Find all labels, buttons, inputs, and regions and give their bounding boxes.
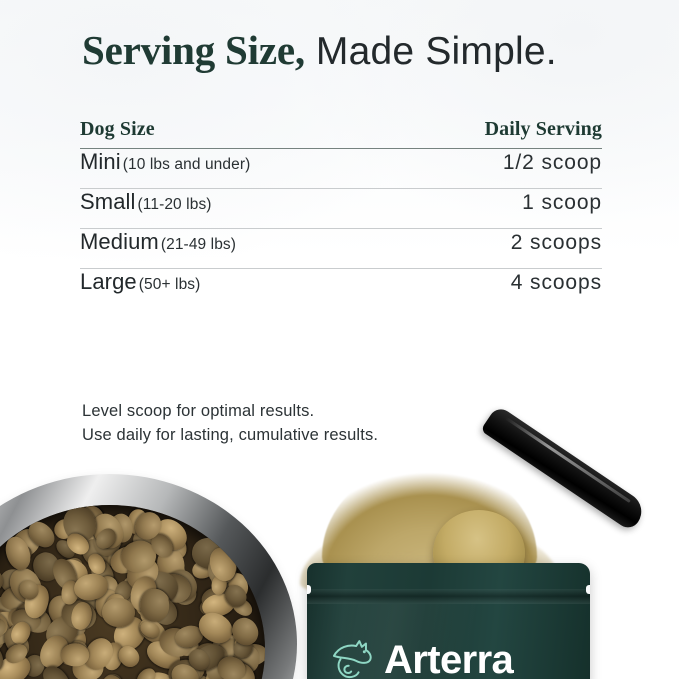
- product-photo: Arterra: [0, 400, 679, 679]
- header-divider: [80, 148, 602, 149]
- table-row: Large (50+ lbs) 4 scoops: [80, 269, 602, 308]
- row-divider: [80, 228, 602, 229]
- pouch-seal: [307, 589, 590, 604]
- row-divider: [80, 268, 602, 269]
- page-title-bold: Serving Size,: [82, 27, 305, 73]
- dog-size-cell: Small (11-20 lbs): [80, 189, 212, 215]
- pouch-tear-notch-right: [586, 585, 590, 594]
- table-row: Medium (21-49 lbs) 2 scoops: [80, 229, 602, 268]
- stainless-steel-bowl: [0, 474, 297, 679]
- dog-size-cell: Medium (21-49 lbs): [80, 229, 236, 255]
- dog-size-range: (10 lbs and under): [122, 156, 251, 173]
- daily-serving-cell: 2 scoops: [511, 231, 602, 255]
- serving-size-table: Dog Size Daily Serving Mini (10 lbs and u…: [80, 118, 602, 308]
- usage-note-line-2: Use daily for lasting, cumulative result…: [82, 425, 379, 444]
- usage-note: Level scoop for optimal results. Use dai…: [82, 400, 378, 448]
- table-header-row: Dog Size Daily Serving: [80, 118, 602, 148]
- row-divider: [80, 188, 602, 189]
- dog-size-name: Small: [80, 189, 136, 214]
- table-row: Small (11-20 lbs) 1 scoop: [80, 189, 602, 228]
- dog-size-range: (50+ lbs): [138, 276, 201, 293]
- column-header-dog-size: Dog Size: [80, 118, 155, 140]
- daily-serving-value: 2 scoops: [510, 231, 602, 254]
- daily-serving-value: 1 scoop: [522, 191, 602, 214]
- usage-note-line-1: Level scoop for optimal results.: [82, 402, 315, 420]
- dog-size-name: Medium: [80, 229, 159, 254]
- page-title-light: Made Simple.: [304, 30, 557, 73]
- brand-name: Arterra: [384, 638, 514, 679]
- dog-size-range: (21-49 lbs): [160, 236, 237, 253]
- pouch-sheen: [307, 604, 590, 679]
- daily-serving-cell: 4 scoops: [511, 271, 602, 295]
- dog-size-cell: Large (50+ lbs): [80, 269, 200, 295]
- dog-size-name: Large: [80, 269, 137, 294]
- daily-serving-value: 4 scoops: [510, 271, 602, 294]
- brand-lockup: Arterra: [329, 638, 514, 679]
- dog-size-range: (11-20 lbs): [137, 196, 212, 213]
- page-title: Serving Size, Made Simple.: [82, 27, 557, 73]
- daily-serving-value: 1/2 scoop: [502, 151, 602, 174]
- dog-size-name: Mini: [80, 149, 121, 174]
- daily-serving-cell: 1/2 scoop: [503, 151, 602, 175]
- column-header-daily-serving: Daily Serving: [484, 118, 602, 140]
- daily-serving-cell: 1 scoop: [522, 191, 602, 215]
- arterra-product-pouch: Arterra: [307, 563, 590, 679]
- kibble-piece: [60, 642, 90, 667]
- table-row: Mini (10 lbs and under) 1/2 scoop: [80, 149, 602, 188]
- dog-logo-icon: [332, 640, 372, 679]
- dog-size-cell: Mini (10 lbs and under): [80, 149, 250, 175]
- kibble-piece: [133, 665, 159, 679]
- pouch-tear-notch-left: [307, 585, 311, 594]
- bowl-interior: [0, 504, 266, 679]
- kibble-piece: [98, 671, 130, 679]
